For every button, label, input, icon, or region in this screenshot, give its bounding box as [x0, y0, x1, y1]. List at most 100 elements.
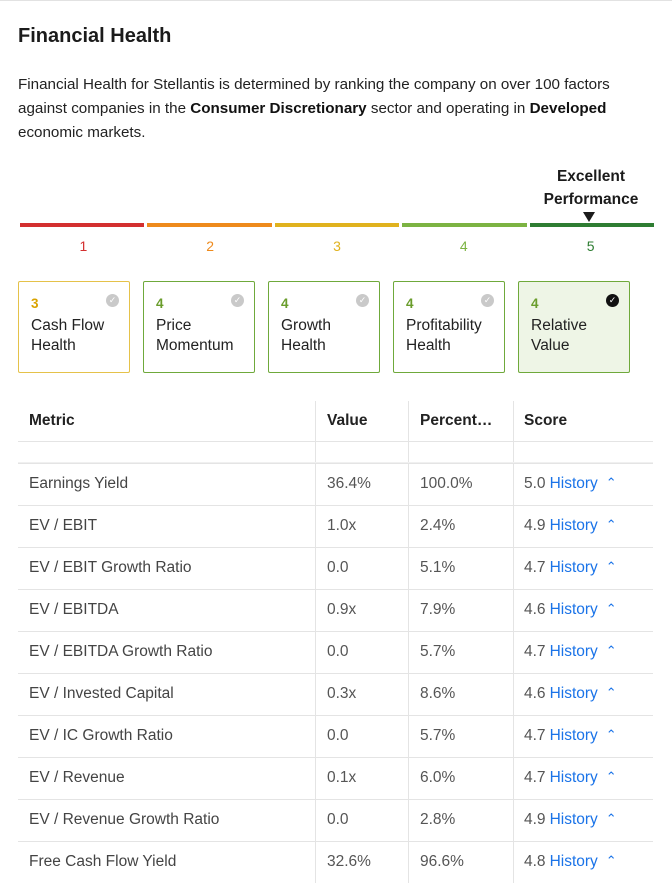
card-label-line1: Cash Flow [31, 317, 105, 334]
history-link[interactable]: History [549, 601, 598, 618]
metric-name: EV / Revenue [29, 769, 125, 786]
metric-score: 4.9 [524, 811, 546, 828]
table-row: Free Cash Flow Yield 32.6% 96.6% 4.8 History… [18, 841, 653, 883]
chevron-up-icon[interactable]: ⌃ [605, 517, 617, 532]
scale-number: 1 [79, 238, 88, 254]
metric-value: 0.0 [315, 716, 408, 757]
metric-score-cell: 4.6 History ⌃ [513, 674, 653, 715]
card-label-line2: Value [531, 337, 570, 354]
metric-percentile: 6.0% [408, 758, 513, 799]
metric-percentile: 5.7% [408, 632, 513, 673]
metric-percentile: 8.6% [408, 674, 513, 715]
card-score: 4 [156, 296, 164, 311]
table-row: EV / IC Growth Ratio 0.0 5.7% 4.7 History ⌃ [18, 715, 653, 757]
scale-number: 2 [206, 238, 215, 254]
metric-score: 5.0 [524, 475, 546, 492]
table-spacer [18, 442, 653, 463]
metric-score: 4.8 [524, 853, 546, 870]
table-row: EV / EBIT 1.0x 2.4% 4.9 History ⌃ [18, 505, 653, 547]
chevron-up-icon[interactable]: ⌃ [605, 811, 617, 826]
metric-score: 4.6 [524, 685, 546, 702]
metric-name: EV / IC Growth Ratio [29, 727, 173, 744]
chevron-up-icon[interactable]: ⌃ [605, 685, 617, 700]
performance-marker-icon [583, 212, 595, 222]
chevron-up-icon[interactable]: ⌃ [605, 769, 617, 784]
history-link[interactable]: History [549, 559, 598, 576]
table-row: EV / EBITDA 0.9x 7.9% 4.6 History ⌃ [18, 589, 653, 631]
metric-score: 4.7 [524, 769, 546, 786]
metric-name: EV / EBITDA Growth Ratio [29, 643, 213, 660]
health-card[interactable]: 3 ✓ Cash Flow Health [18, 281, 130, 373]
chevron-up-icon[interactable]: ⌃ [605, 559, 617, 574]
market-name: Developed [529, 100, 607, 117]
card-label-line2: Health [281, 337, 326, 354]
check-icon: ✓ [231, 294, 244, 307]
metric-score-cell: 5.0 History ⌃ [513, 464, 653, 505]
table-row: EV / Invested Capital 0.3x 8.6% 4.6 History ⌃ [18, 673, 653, 715]
history-link[interactable]: History [549, 727, 598, 744]
metric-score-cell: 4.8 History ⌃ [513, 842, 653, 883]
card-score: 4 [531, 296, 539, 311]
table-row: EV / EBITDA Growth Ratio 0.0 5.7% 4.7 Histor… [18, 631, 653, 673]
header-metric[interactable]: Metric [29, 412, 75, 429]
performance-scale [20, 223, 655, 227]
history-link[interactable]: History [549, 685, 598, 702]
metric-percentile: 5.1% [408, 548, 513, 589]
metric-score-cell: 4.7 History ⌃ [513, 548, 653, 589]
health-card[interactable]: 4 ✓ Growth Health [268, 281, 380, 373]
table-row: EV / Revenue 0.1x 6.0% 4.7 History ⌃ [18, 757, 653, 799]
history-link[interactable]: History [549, 475, 598, 492]
metric-score: 4.9 [524, 517, 546, 534]
check-icon: ✓ [106, 294, 119, 307]
performance-label: Excellent Performance [543, 168, 639, 208]
metric-percentile: 96.6% [408, 842, 513, 883]
metric-value: 0.0 [315, 800, 408, 841]
chevron-up-icon[interactable]: ⌃ [605, 853, 617, 868]
history-link[interactable]: History [549, 517, 598, 534]
history-link[interactable]: History [549, 811, 598, 828]
metric-score-cell: 4.7 History ⌃ [513, 716, 653, 757]
card-label-line1: Profitability [406, 317, 482, 334]
metric-score-cell: 4.6 History ⌃ [513, 590, 653, 631]
chevron-up-icon[interactable]: ⌃ [605, 601, 617, 616]
metric-value: 32.6% [315, 842, 408, 883]
metrics-table: Metric Value Percent… Score Earnings Yie… [18, 401, 653, 883]
card-score: 4 [406, 296, 414, 311]
scale-number: 4 [459, 238, 468, 254]
chevron-up-icon[interactable]: ⌃ [605, 727, 617, 742]
header-score[interactable]: Score [513, 401, 653, 441]
metric-name: Free Cash Flow Yield [29, 853, 177, 870]
metric-score-cell: 4.7 History ⌃ [513, 758, 653, 799]
health-card[interactable]: 4 ✓ Relative Value [518, 281, 630, 373]
metric-value: 0.3x [315, 674, 408, 715]
header-percentile[interactable]: Percent… [408, 401, 513, 441]
description: Financial Health for Stellantis is deter… [18, 76, 610, 141]
scale-number: 5 [586, 238, 595, 254]
header-value[interactable]: Value [315, 401, 408, 441]
metric-name: EV / Revenue Growth Ratio [29, 811, 220, 828]
history-link[interactable]: History [549, 853, 598, 870]
metric-name: EV / EBIT [29, 517, 98, 534]
check-icon: ✓ [481, 294, 494, 307]
card-label-line1: Growth [281, 317, 331, 334]
chevron-up-icon[interactable]: ⌃ [605, 643, 617, 658]
health-card[interactable]: 4 ✓ Profitability Health [393, 281, 505, 373]
table-row: Earnings Yield 36.4% 100.0% 5.0 History ⌃ [18, 463, 653, 505]
card-score: 3 [31, 296, 39, 311]
health-card[interactable]: 4 ✓ Price Momentum [143, 281, 255, 373]
metric-value: 0.0 [315, 632, 408, 673]
card-score: 4 [281, 296, 289, 311]
card-label-line2: Health [31, 337, 76, 354]
card-label-line1: Price [156, 317, 192, 334]
performance-scale-numbers: 1 2 3 4 5 [20, 238, 654, 254]
chevron-up-icon[interactable]: ⌃ [605, 475, 617, 490]
metric-value: 0.1x [315, 758, 408, 799]
table-row: EV / EBIT Growth Ratio 0.0 5.1% 4.7 History ⌃ [18, 547, 653, 589]
metric-value: 1.0x [315, 506, 408, 547]
scale-segment [402, 223, 527, 227]
scale-number: 3 [333, 238, 341, 254]
history-link[interactable]: History [549, 643, 598, 660]
history-link[interactable]: History [549, 769, 598, 786]
top-divider [0, 0, 672, 1]
metric-score: 4.7 [524, 559, 546, 576]
